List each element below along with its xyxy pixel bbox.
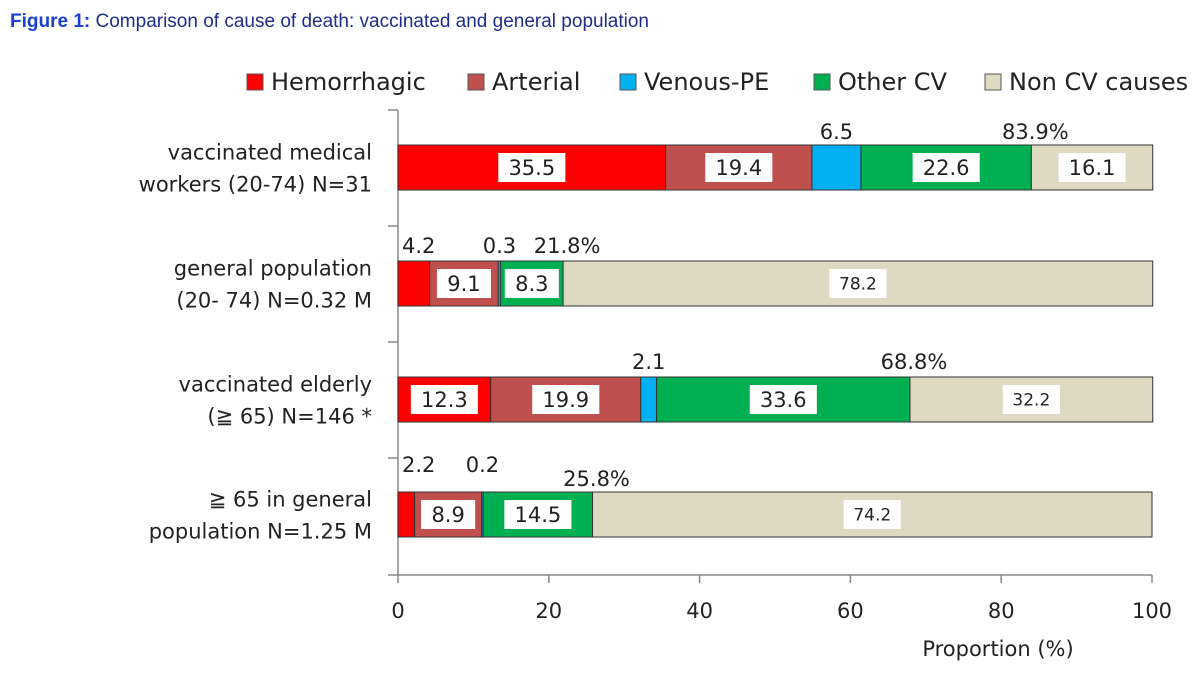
data-label-box-2-0: [410, 385, 478, 414]
data-label-3-2: 0.2: [466, 453, 499, 477]
x-tick-label-4: 80: [988, 599, 1015, 623]
cv-total-label-2: 68.8%: [881, 350, 948, 374]
data-label-2-4: 32.2: [1012, 391, 1050, 411]
data-label-0-3: 22.6: [923, 156, 970, 180]
data-label-0-2: 6.5: [820, 120, 853, 144]
x-tick-label-3: 60: [837, 599, 864, 623]
data-label-box-0-3: [912, 153, 980, 182]
data-label-box-0-4: [1058, 153, 1126, 182]
data-label-box-3-4: [843, 500, 901, 529]
legend-swatch-1: [467, 73, 485, 91]
legend-label-4: Non CV causes: [1009, 68, 1188, 96]
data-label-1-2: 0.3: [483, 234, 516, 258]
data-label-2-0: 12.3: [421, 388, 468, 412]
category-label-1-0: general population: [174, 257, 372, 281]
data-label-box-1-4: [829, 269, 887, 298]
category-label-2-0: vaccinated elderly: [179, 373, 372, 397]
cv-total-label-3: 25.8%: [563, 467, 630, 491]
category-label-2-1: (≧ 65) N=146 *: [207, 405, 372, 429]
data-label-box-1-3: [504, 269, 559, 298]
x-tick-label-5: 100: [1132, 599, 1172, 623]
data-label-1-1: 9.1: [447, 272, 480, 296]
legend-swatch-0: [246, 73, 264, 91]
data-label-3-3: 14.5: [514, 503, 561, 527]
data-label-box-3-3: [504, 500, 572, 529]
legend-swatch-2: [619, 73, 637, 91]
category-label-3-1: population N=1.25 M: [149, 520, 372, 544]
category-label-0-0: vaccinated medical: [168, 141, 372, 165]
data-label-3-4: 74.2: [853, 506, 891, 526]
data-label-3-0: 2.2: [402, 453, 435, 477]
x-tick-label-0: 0: [391, 599, 404, 623]
data-label-1-3: 8.3: [515, 272, 548, 296]
data-label-box-1-1: [436, 269, 492, 298]
bar-segment-1-0: [397, 260, 431, 307]
data-label-2-1: 19.9: [542, 388, 589, 412]
category-label-3-0: ≧ 65 in general: [209, 488, 372, 512]
bar-segment-3-0: [397, 491, 416, 538]
x-tick-label-2: 40: [686, 599, 713, 623]
legend-swatch-4: [984, 73, 1002, 91]
legend-label-2: Venous-PE: [644, 68, 769, 96]
data-label-box-0-1: [705, 153, 773, 182]
cv-total-label-0: 83.9%: [1002, 120, 1069, 144]
data-label-1-4: 78.2: [839, 275, 877, 295]
legend-label-0: Hemorrhagic: [271, 68, 426, 96]
category-label-1-1: (20- 74) N=0.32 M: [176, 289, 372, 313]
figure-caption-text: Comparison of cause of death: vaccinated…: [90, 11, 650, 32]
data-label-2-3: 33.6: [760, 388, 807, 412]
legend-swatch-3: [813, 73, 831, 91]
cv-total-label-1: 21.8%: [534, 234, 601, 258]
data-label-box-2-4: [1002, 385, 1060, 414]
data-label-box-3-1: [421, 500, 476, 529]
data-label-0-0: 35.5: [508, 156, 555, 180]
bar-segment-2-2: [640, 376, 658, 423]
data-label-0-4: 16.1: [1069, 156, 1116, 180]
legend-label-1: Arterial: [492, 68, 580, 96]
data-label-box-2-3: [749, 385, 817, 414]
data-label-2-2: 2.1: [632, 350, 665, 374]
x-axis-label: Proportion (%): [922, 637, 1073, 661]
data-label-box-0-0: [498, 153, 566, 182]
bar-segment-0-2: [811, 144, 862, 191]
x-tick-label-1: 20: [535, 599, 562, 623]
figure-caption: Figure 1: Comparison of cause of death: …: [10, 11, 649, 33]
category-label-0-1: workers (20-74) N=31: [139, 173, 372, 197]
data-label-0-1: 19.4: [715, 156, 762, 180]
data-label-1-0: 4.2: [402, 234, 435, 258]
figure-label: Figure 1:: [10, 11, 91, 32]
legend-label-3: Other CV: [838, 68, 948, 96]
data-label-3-1: 8.9: [431, 503, 464, 527]
data-label-box-2-1: [532, 385, 600, 414]
